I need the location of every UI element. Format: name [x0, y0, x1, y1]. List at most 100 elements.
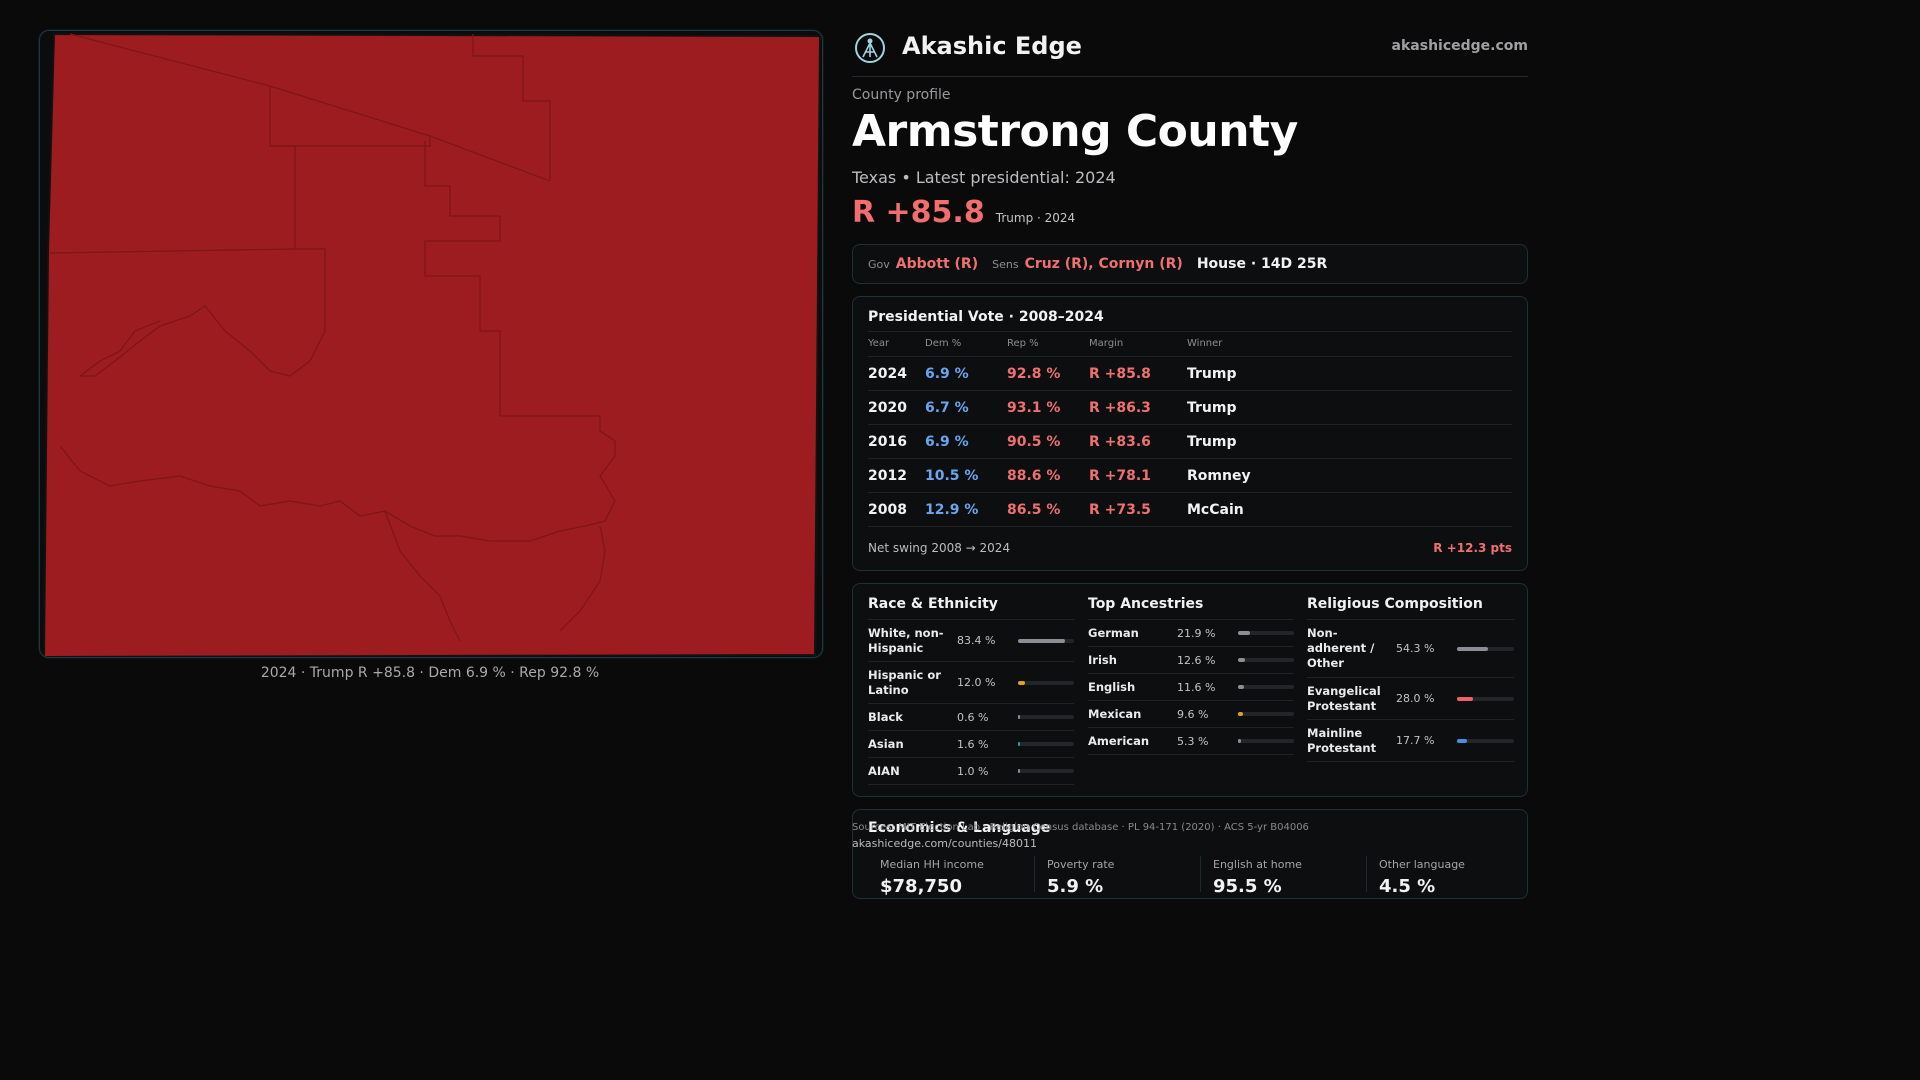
ancestry-bar-fill — [1238, 685, 1245, 689]
rep-cell: 90.5 % — [1007, 424, 1089, 459]
religion-rows: Non- adherent / Other 54.3 % Evangelical P… — [1307, 620, 1514, 762]
economics-title: Economics & Language — [868, 820, 1051, 836]
ancestry-bar-fill — [1238, 739, 1241, 743]
religion-section: Religious Composition Non- adherent / Ot… — [1307, 584, 1514, 762]
religion-bar-fill — [1457, 646, 1488, 651]
religion-bar-track — [1457, 738, 1514, 743]
rep-cell: 93.1 % — [1007, 390, 1089, 425]
race-value: 12.0 % — [957, 676, 996, 689]
year-cell: 2016 — [868, 424, 925, 459]
race-ethnicity-title: Race & Ethnicity — [868, 584, 1074, 620]
col-dem: Dem % — [925, 332, 1007, 357]
table-row: 2020 6.7 % 93.1 % R +86.3 Trump — [868, 390, 1512, 425]
ancestry-bar-fill — [1238, 658, 1246, 662]
net-swing: Net swing 2008 → 2024 R +12.3 pts — [868, 527, 1512, 555]
net-swing-label: Net swing 2008 → 2024 — [868, 541, 1011, 555]
race-value: 1.6 % — [957, 737, 989, 751]
winner-cell: McCain — [1187, 492, 1512, 527]
sens-label: Sens — [992, 257, 1019, 271]
stat-other-language-value: 4.5 % — [1379, 876, 1436, 897]
stat-english-label: English at home — [1213, 858, 1302, 871]
rep-cell: 88.6 % — [1007, 458, 1089, 493]
precinct-boundaries — [49, 33, 616, 642]
race-bar-track — [1018, 638, 1074, 643]
ancestry-row: American 5.3 % — [1088, 728, 1294, 755]
governor: Abbott (R) — [895, 256, 979, 272]
race-row: White, non- Hispanic 83.4 % — [868, 620, 1074, 662]
ancestry-label: Irish — [1088, 652, 1117, 667]
ancestry-bar-track — [1238, 712, 1294, 716]
ancestry-section: Top Ancestries German 21.9 % Irish 12.6 % En… — [1088, 584, 1294, 755]
margin-value: R +85.8 — [852, 195, 985, 230]
ancestry-row: German 21.9 % — [1088, 620, 1294, 647]
presidential-vote-title: Presidential Vote · 2008–2024 — [868, 297, 1512, 332]
ancestry-bar-fill — [1238, 712, 1244, 716]
col-winner: Winner — [1187, 332, 1512, 357]
brand-site-link[interactable]: akashicedge.com — [1391, 38, 1528, 54]
county-map-svg — [42, 32, 822, 657]
presidential-vote-card: Presidential Vote · 2008–2024 Year Dem %… — [852, 296, 1528, 571]
religion-value: 54.3 % — [1396, 642, 1435, 655]
religion-label: Non- adherent / Other — [1307, 626, 1375, 670]
year-cell: 2012 — [868, 458, 925, 493]
ancestry-row: Irish 12.6 % — [1088, 647, 1294, 674]
religion-row: Non- adherent / Other 54.3 % — [1307, 620, 1514, 678]
margin-cell: R +83.6 — [1089, 424, 1187, 459]
ancestry-label: German — [1088, 625, 1139, 640]
race-value: 1.0 % — [957, 764, 989, 778]
year-cell: 2020 — [868, 390, 925, 425]
stat-other-language-label: Other language — [1379, 858, 1465, 871]
race-bar-fill — [1018, 638, 1065, 643]
ancestry-label: English — [1088, 679, 1136, 694]
stylized-network-logo-icon — [854, 32, 886, 64]
table-row: 2016 6.9 % 90.5 % R +83.6 Trump — [868, 424, 1512, 459]
county-shape — [42, 32, 822, 657]
race-label: Asian — [868, 736, 904, 751]
stat-poverty-label: Poverty rate — [1047, 858, 1115, 871]
ancestry-value: 12.6 % — [1177, 653, 1216, 667]
race-value: 0.6 % — [957, 710, 989, 724]
table-row: 2024 6.9 % 92.8 % R +85.8 Trump — [868, 356, 1512, 391]
col-year: Year — [868, 332, 925, 357]
race-bar-fill — [1018, 769, 1020, 773]
source-note: Sources: MIT Election Lab · Religion Cen… — [852, 820, 1309, 852]
rep-cell: 86.5 % — [1007, 492, 1089, 527]
winner-cell: Trump — [1187, 424, 1512, 459]
senators: Cruz (R), Cornyn (R) — [1024, 256, 1183, 272]
race-row: AIAN 1.0 % — [868, 758, 1074, 785]
race-bar-fill — [1018, 680, 1025, 685]
table-row: 2012 10.5 % 88.6 % R +78.1 Romney — [868, 458, 1512, 493]
religion-value: 17.7 % — [1396, 734, 1435, 747]
winner-cell: Trump — [1187, 356, 1512, 391]
presidential-vote-table: Year Dem % Rep % Margin Winner 2024 6.9 … — [868, 332, 1512, 527]
house-delegation: House · 14D 25R — [1196, 256, 1328, 272]
race-bar-track — [1018, 769, 1074, 773]
margin-cell: R +85.8 — [1089, 356, 1187, 391]
county-map[interactable] — [39, 30, 823, 658]
county-subline: Texas • Latest presidential: 2024 — [852, 168, 1116, 187]
race-label: Hispanic or Latino — [868, 667, 941, 697]
religion-bar-track — [1457, 646, 1514, 651]
demographics-card: Race & Ethnicity White, non- Hispanic 83.… — [852, 583, 1528, 797]
stat-divider — [1366, 856, 1367, 892]
ancestry-value: 11.6 % — [1177, 680, 1216, 694]
margin-cell: R +78.1 — [1089, 458, 1187, 493]
officials-bar: Gov Abbott (R) Sens Cruz (R), Cornyn (R)… — [852, 244, 1528, 284]
religion-bar-fill — [1457, 696, 1473, 701]
ancestry-value: 21.9 % — [1177, 626, 1216, 640]
col-margin: Margin — [1089, 332, 1187, 357]
source-url-link[interactable]: akashicedge.com/counties/48011 — [852, 837, 1037, 850]
col-rep: Rep % — [1007, 332, 1089, 357]
race-bar-fill — [1018, 715, 1020, 719]
ancestry-value: 9.6 % — [1177, 707, 1209, 721]
dem-cell: 6.7 % — [925, 390, 1007, 425]
margin-cell: R +86.3 — [1089, 390, 1187, 425]
dem-cell: 10.5 % — [925, 458, 1007, 493]
net-swing-value: R +12.3 pts — [1433, 541, 1512, 555]
religion-bar-track — [1457, 696, 1514, 701]
brand-name[interactable]: Akashic Edge — [902, 32, 1082, 60]
stat-poverty-value: 5.9 % — [1047, 876, 1104, 897]
dem-cell: 12.9 % — [925, 492, 1007, 527]
race-bar-track — [1018, 680, 1074, 685]
economics-card: Economics & Language Median HH income Po… — [852, 809, 1528, 899]
